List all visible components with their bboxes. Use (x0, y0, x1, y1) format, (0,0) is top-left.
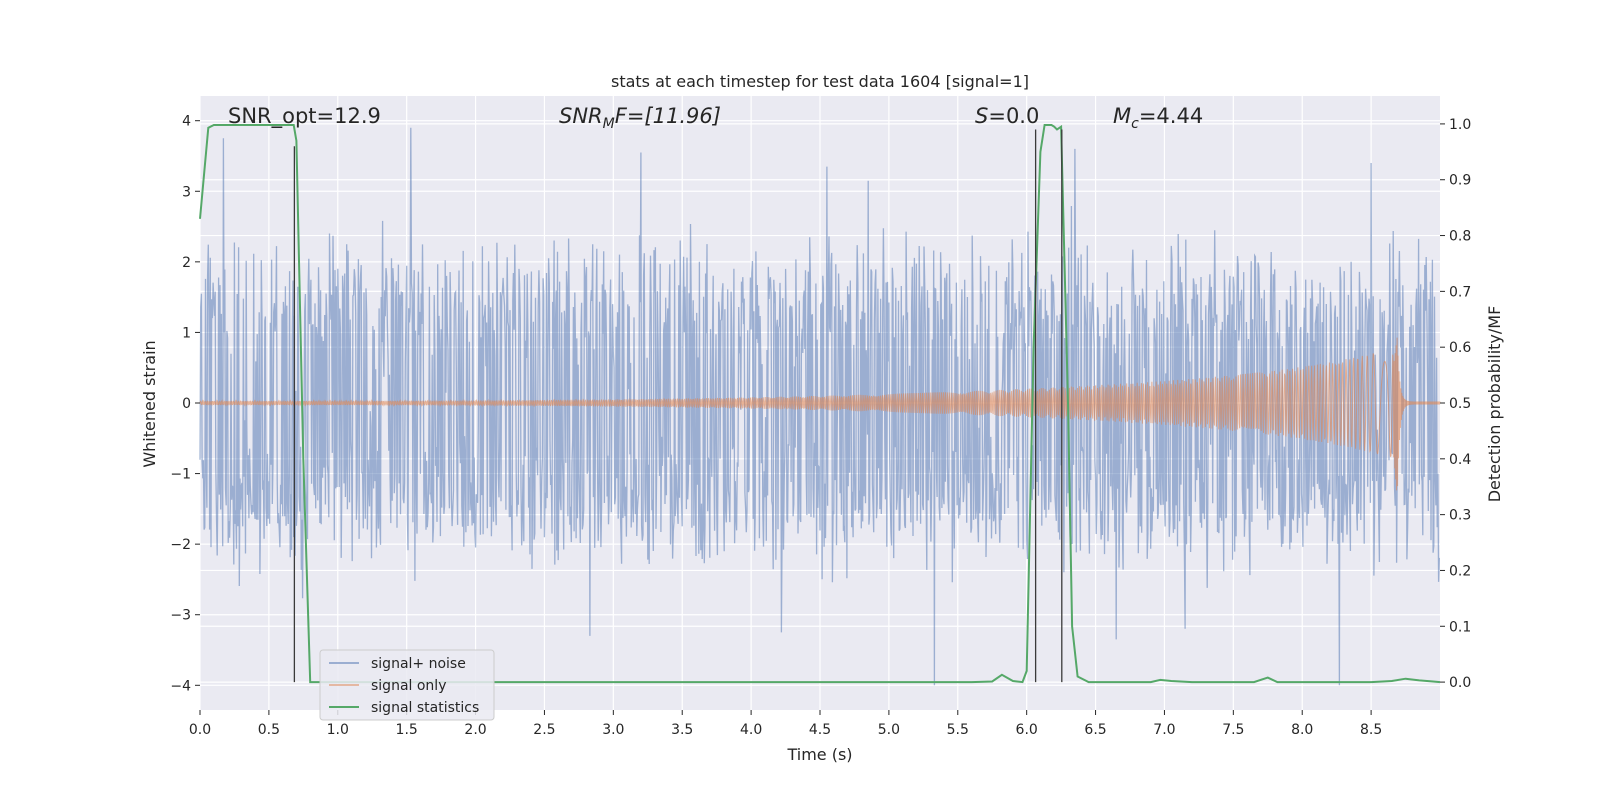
y2-tick-label: 0.3 (1449, 508, 1471, 524)
y2-tick-label: 0.4 (1449, 452, 1471, 468)
y-tick-label: 3 (182, 184, 191, 200)
annotation-mc-sub: c (1131, 116, 1139, 132)
y-tick-label: −4 (170, 678, 191, 694)
series-signal-statistics (199, 124, 1441, 684)
annotation-snr-mf-sub: M (603, 116, 615, 132)
annotation-snr-mf-main: SNR (559, 104, 603, 128)
y-tick-label: 0 (182, 396, 191, 412)
vertical-markers (293, 129, 1063, 683)
annotation-mc-rest: =4.44 (1139, 104, 1203, 128)
x-tick-label: 5.5 (947, 722, 969, 738)
series-signal-only (199, 337, 1441, 491)
x-tick-label: 3.0 (602, 722, 624, 738)
x-tick-label: 3.5 (671, 722, 693, 738)
chart-title: stats at each timestep for test data 160… (611, 72, 1029, 91)
annotation-mc: Mc=4.44 (1113, 104, 1203, 132)
legend-label-signal: signal only (371, 678, 446, 694)
x-tick-label: 4.0 (740, 722, 762, 738)
x-tick-label: 8.5 (1360, 722, 1382, 738)
x-tick-label: 0.0 (189, 722, 211, 738)
y2-tick-label: 0.6 (1449, 340, 1471, 356)
y2-tick-label: 0.9 (1449, 173, 1471, 189)
y2-tick-label: 0.1 (1449, 619, 1471, 635)
series-layer (199, 124, 1441, 686)
series-signal-plus-noise (199, 127, 1440, 686)
y2-tick-label: 1.0 (1449, 117, 1471, 133)
x-tick-label: 7.0 (1153, 722, 1175, 738)
annotation-mc-main: M (1113, 104, 1131, 128)
y2-tick-label: 0.0 (1449, 675, 1471, 691)
x-tick-label: 5.0 (878, 722, 900, 738)
annotation-snr-opt: SNR_opt=12.9 (228, 104, 381, 129)
x-tick-label: 6.5 (1084, 722, 1106, 738)
x-axis-label: Time (s) (786, 745, 852, 764)
annotation-snr-mf: SNRMF=[11.96] (559, 104, 721, 132)
y2-tick-label: 0.5 (1449, 396, 1471, 412)
x-tick-label: 6.0 (1016, 722, 1038, 738)
y-tick-label: 1 (182, 325, 191, 341)
y-tick-label: −1 (170, 467, 191, 483)
y2-tick-label: 0.2 (1449, 563, 1471, 579)
annotation-s-rest: =0.0 (988, 104, 1039, 128)
y-tick-label: −2 (170, 537, 191, 553)
x-tick-label: 8.0 (1291, 722, 1313, 738)
annotation-s: S=0.0 (975, 104, 1039, 128)
x-tick-label: 2.5 (533, 722, 555, 738)
legend-label-noise: signal+ noise (371, 656, 466, 672)
annotation-s-main: S (975, 104, 988, 128)
x-tick-label: 4.5 (809, 722, 831, 738)
x-tick-label: 1.5 (396, 722, 418, 738)
x-tick-label: 0.5 (258, 722, 280, 738)
y-axis-label: Whitened strain (140, 340, 159, 467)
annotation-snr-mf-rest: F=[11.96] (615, 104, 721, 128)
y2-axis-label: Detection probability/MF (1485, 306, 1504, 503)
y-tick-label: −3 (170, 608, 191, 624)
tick-labels: 0.0 0.5 1.0 1.5 2.0 2.5 3.0 3.5 4.0 4.5 5.0 5.5 6.0 6… (170, 114, 1471, 738)
legend-box (319, 649, 495, 721)
x-tick-label: 7.5 (1222, 722, 1244, 738)
legend-label-stats: signal statistics (371, 700, 479, 716)
y2-tick-label: 0.8 (1449, 229, 1471, 245)
x-tick-label: 2.0 (464, 722, 486, 738)
x-tick-label: 1.0 (327, 722, 349, 738)
y-tick-label: 4 (182, 114, 191, 130)
y-tick-label: 2 (182, 255, 191, 271)
legend: signal+ noise signal only signal statist… (319, 649, 495, 721)
y2-tick-label: 0.7 (1449, 284, 1471, 300)
